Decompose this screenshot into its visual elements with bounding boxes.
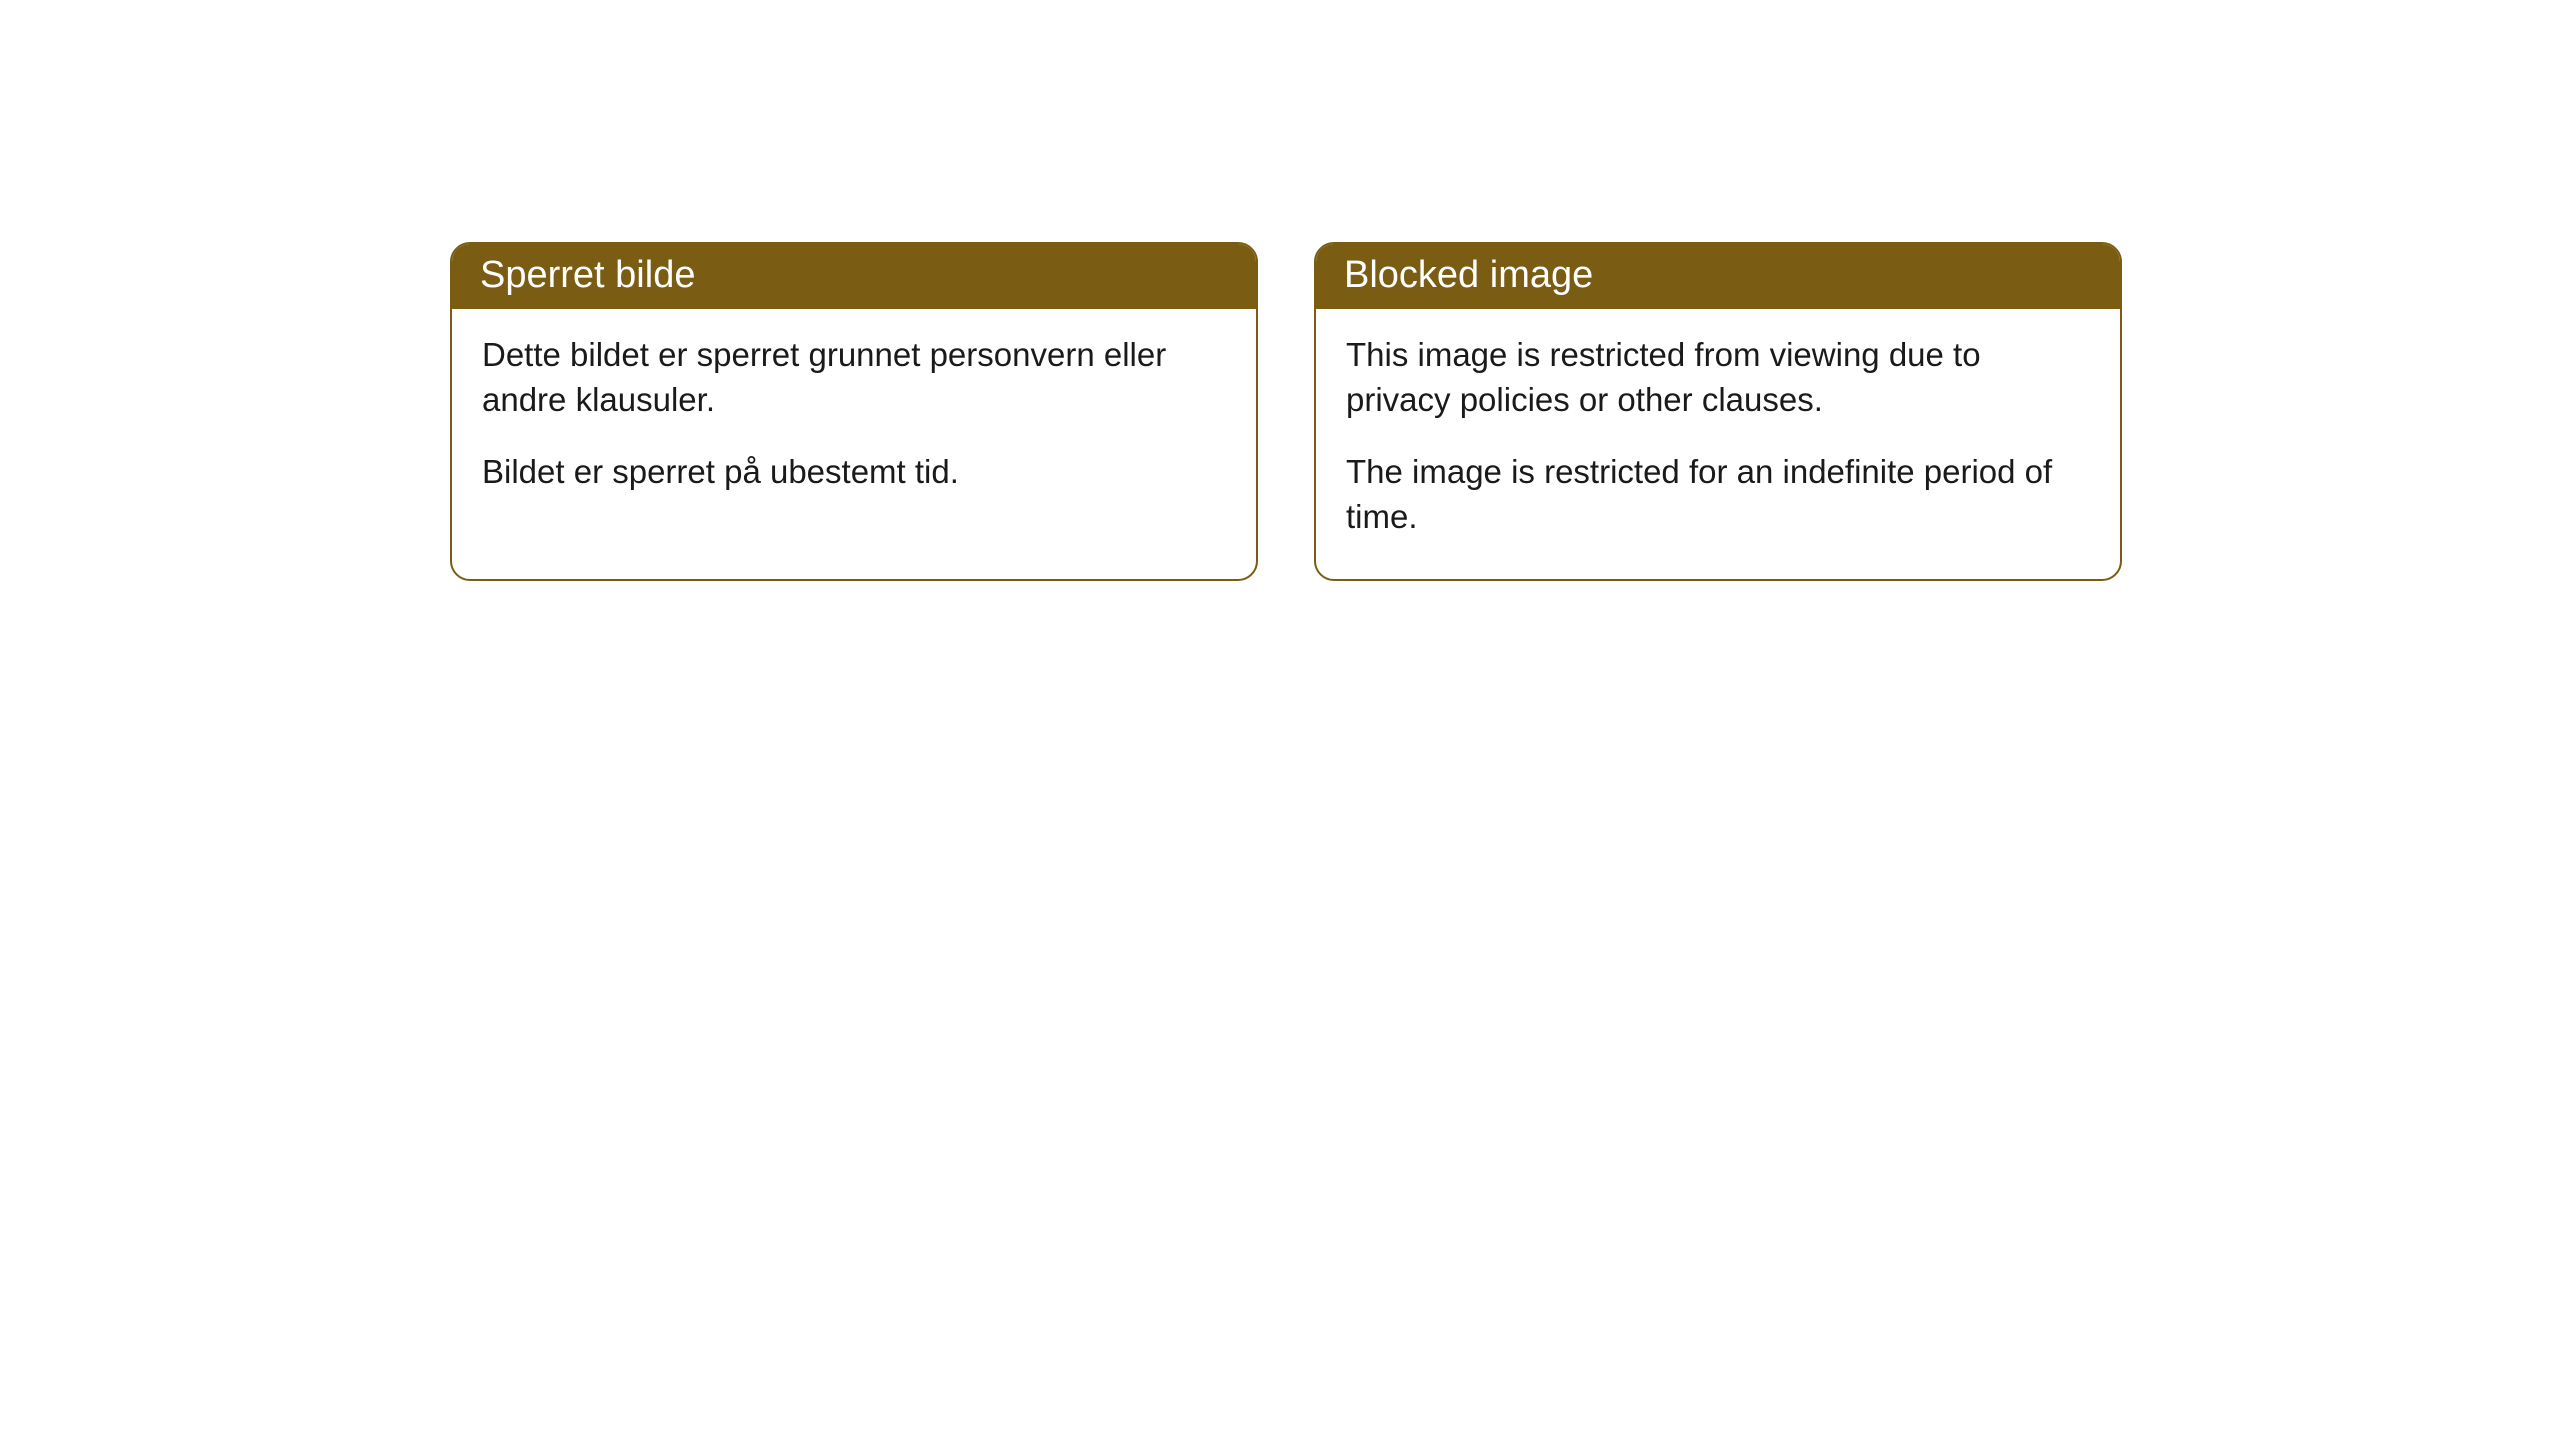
card-header-norwegian: Sperret bilde <box>452 244 1256 309</box>
cards-container: Sperret bilde Dette bildet er sperret gr… <box>0 0 2560 581</box>
card-text-english-2: The image is restricted for an indefinit… <box>1346 450 2090 539</box>
card-text-norwegian-2: Bildet er sperret på ubestemt tid. <box>482 450 1226 495</box>
blocked-image-card-english: Blocked image This image is restricted f… <box>1314 242 2122 581</box>
card-text-norwegian-1: Dette bildet er sperret grunnet personve… <box>482 333 1226 422</box>
card-body-english: This image is restricted from viewing du… <box>1316 309 2120 579</box>
card-header-english: Blocked image <box>1316 244 2120 309</box>
card-text-english-1: This image is restricted from viewing du… <box>1346 333 2090 422</box>
card-body-norwegian: Dette bildet er sperret grunnet personve… <box>452 309 1256 535</box>
blocked-image-card-norwegian: Sperret bilde Dette bildet er sperret gr… <box>450 242 1258 581</box>
